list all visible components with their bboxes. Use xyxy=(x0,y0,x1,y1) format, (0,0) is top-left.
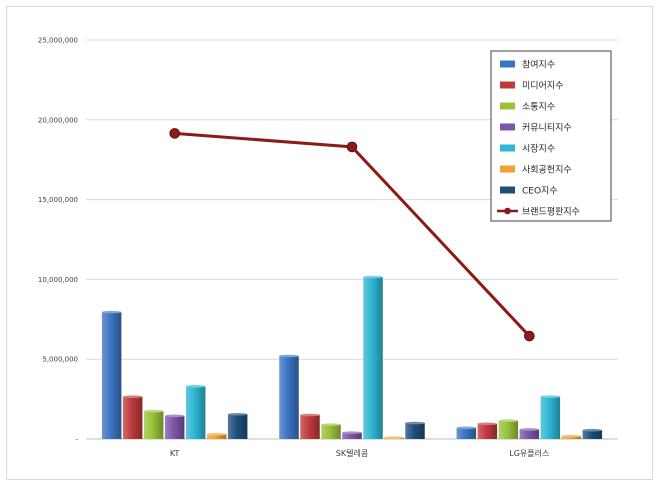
y-axis-ticks: - 5,000,000 10,000,000 15,000,000 20,000,000… xyxy=(38,37,79,444)
y-tick-label: 15,000,000 xyxy=(38,196,78,204)
bar-top-2-4 xyxy=(540,395,561,399)
bar-1-6 xyxy=(405,423,425,439)
y-tick-label: - xyxy=(75,436,78,444)
legend-label: 커뮤니티지수 xyxy=(522,122,572,133)
x-category-label: SK텔레콤 xyxy=(336,449,368,458)
bar-top-1-1 xyxy=(300,413,320,417)
legend-swatch-marker xyxy=(504,207,511,215)
bar-0-0 xyxy=(101,312,122,439)
bar-1-3 xyxy=(342,432,362,439)
bar-top-2-6 xyxy=(582,428,603,432)
bar-0-1 xyxy=(122,396,143,439)
bar-top-0-6 xyxy=(227,412,248,416)
legend-swatch xyxy=(500,102,515,110)
line-brand xyxy=(174,131,531,338)
bar-top-1-6 xyxy=(405,421,425,425)
legend-swatch xyxy=(500,123,515,131)
legend-label: 브랜드평판지수 xyxy=(522,206,580,217)
bar-top-0-1 xyxy=(122,395,143,399)
bar-2-5 xyxy=(561,436,582,439)
legend-label: 시장지수 xyxy=(522,143,555,154)
line-point xyxy=(524,330,535,342)
legend-swatch xyxy=(500,144,515,152)
bar-top-2-2 xyxy=(498,419,519,422)
bar-top-0-3 xyxy=(164,414,185,418)
bar-0-2 xyxy=(143,411,164,439)
bar-top-0-4 xyxy=(185,385,206,388)
bar-0-4 xyxy=(185,386,206,439)
y-tick-label: 5,000,000 xyxy=(42,356,78,364)
y-tick-label: 10,000,000 xyxy=(38,276,78,284)
bar-top-1-0 xyxy=(279,354,299,358)
line-point xyxy=(169,128,180,139)
bar-top-2-3 xyxy=(519,428,540,431)
legend-swatch xyxy=(500,81,515,89)
y-tick-label: 20,000,000 xyxy=(38,116,78,124)
x-axis-labels: KT SK텔레콤 LG유플러스 xyxy=(170,449,549,458)
bar-top-1-2 xyxy=(321,423,341,426)
legend-swatch xyxy=(500,60,515,68)
bar-1-0 xyxy=(279,356,299,439)
bar-1-4 xyxy=(363,277,383,439)
legend-label: CEO지수 xyxy=(522,185,558,196)
legend-label: 미디어지수 xyxy=(522,80,563,91)
x-category-label: LG유플러스 xyxy=(509,449,549,458)
bar-2-0 xyxy=(456,427,477,439)
bar-2-3 xyxy=(519,429,540,439)
bar-top-2-0 xyxy=(456,426,477,430)
bar-2-2 xyxy=(498,420,519,439)
bar-2-1 xyxy=(477,423,498,439)
bar-top-1-5 xyxy=(384,436,404,440)
bar-1-2 xyxy=(321,424,341,439)
x-category-label: KT xyxy=(170,449,180,458)
legend-swatch xyxy=(500,165,515,173)
bar-top-1-4 xyxy=(363,275,383,279)
y-tick-label: 25,000,000 xyxy=(38,37,78,45)
bar-top-0-5 xyxy=(206,432,227,436)
legend-label: 사회공헌지수 xyxy=(522,164,572,175)
bar-top-1-3 xyxy=(342,431,362,434)
legend-label: 참여지수 xyxy=(522,58,555,70)
legend-swatch xyxy=(500,186,515,194)
bar-top-2-1 xyxy=(477,422,498,426)
line-point xyxy=(346,141,358,153)
bar-0-3 xyxy=(164,415,185,439)
bars xyxy=(101,275,603,440)
bar-2-4 xyxy=(540,396,561,439)
line-series xyxy=(169,128,535,342)
bar-top-0-0 xyxy=(101,310,122,314)
legend-label: 소통지수 xyxy=(522,101,555,112)
bar-top-2-5 xyxy=(561,434,582,438)
bar-2-6 xyxy=(582,430,603,439)
bar-0-5 xyxy=(206,434,227,439)
bar-1-1 xyxy=(300,415,320,439)
bar-top-0-2 xyxy=(143,409,164,413)
bar-0-6 xyxy=(227,414,248,439)
